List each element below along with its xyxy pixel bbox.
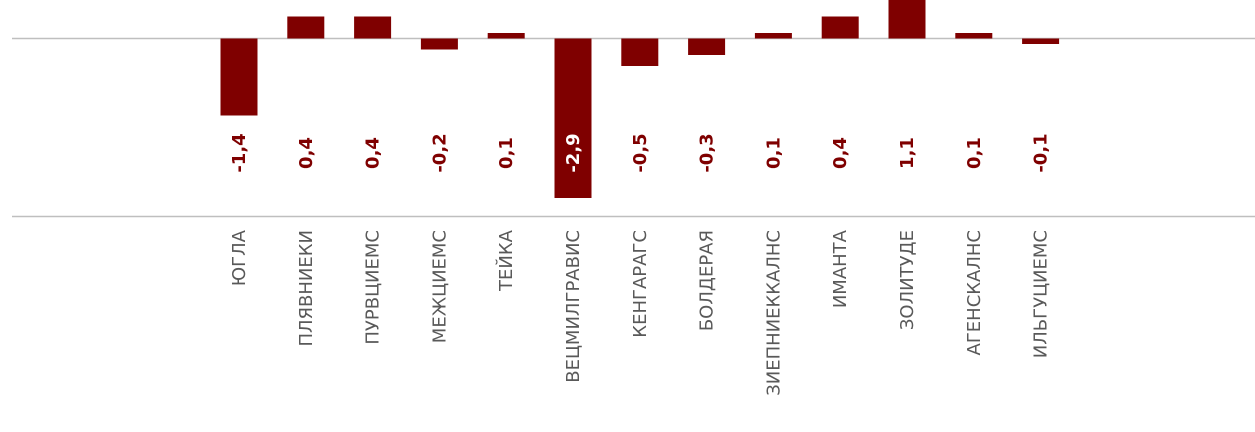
category-label-9: ЗИЕПНИЕККАЛНС: [763, 230, 784, 396]
value-labels-group: -1,4 0,4 0,4 -0,2 0,1 -2,9 -0,5 -0,3 0,1 0,4 1,1 0,…: [229, 133, 1052, 172]
category-label-3: ПУРВЦИЕМС: [363, 230, 384, 345]
bar-5: [487, 33, 525, 39]
category-label-13: ИЛЬГУЦИЕМС: [1031, 230, 1052, 358]
value-label-8: -0,3: [697, 133, 718, 172]
value-label-2: 0,4: [296, 137, 317, 169]
value-label-3: 0,4: [363, 137, 384, 169]
bar-3: [354, 16, 392, 39]
bar-12: [955, 33, 993, 39]
bars-group: [220, 0, 1060, 198]
bar-1: [220, 38, 258, 116]
value-label-5: 0,1: [496, 137, 517, 169]
category-labels-group: ЮГЛА ПЛЯВНИЕКИ ПУРВЦИЕМС МЕЖЦИЕМС ТЕЙКА ВЕЦМИ…: [229, 229, 1052, 395]
bar-6: [554, 38, 592, 198]
value-label-1: -1,4: [229, 133, 250, 172]
value-label-9: 0,1: [763, 137, 784, 169]
category-label-1: ЮГЛА: [229, 229, 250, 286]
bar-10: [821, 16, 859, 39]
category-label-2: ПЛЯВНИЕКИ: [296, 230, 317, 347]
value-label-12: 0,1: [964, 137, 985, 169]
value-label-13: -0,1: [1031, 133, 1052, 172]
bar-4: [420, 38, 458, 50]
category-label-10: ИМАНТА: [830, 229, 851, 308]
category-label-6: ВЕЦМИЛГРАВИС: [563, 230, 584, 383]
value-label-11: 1,1: [897, 137, 918, 169]
bar-2: [287, 16, 325, 39]
value-label-7: -0,5: [630, 133, 651, 172]
value-label-4: -0,2: [429, 133, 450, 172]
bar-8: [688, 38, 726, 55]
category-label-7: КЕНГАРАГС: [630, 230, 651, 338]
value-label-6: -2,9: [563, 133, 584, 172]
category-label-11: ЗОЛИТУДЕ: [897, 230, 918, 330]
value-label-10: 0,4: [830, 137, 851, 169]
category-label-4: МЕЖЦИЕМС: [429, 230, 450, 343]
category-label-12: АГЕНСКАЛНС: [964, 230, 985, 356]
bar-11: [888, 0, 926, 39]
category-label-8: БОЛДЕРАЯ: [697, 230, 718, 331]
bar-9: [754, 33, 792, 39]
bar-7: [621, 38, 659, 66]
bar-13: [1022, 38, 1060, 44]
category-label-5: ТЕЙКА: [495, 229, 517, 292]
